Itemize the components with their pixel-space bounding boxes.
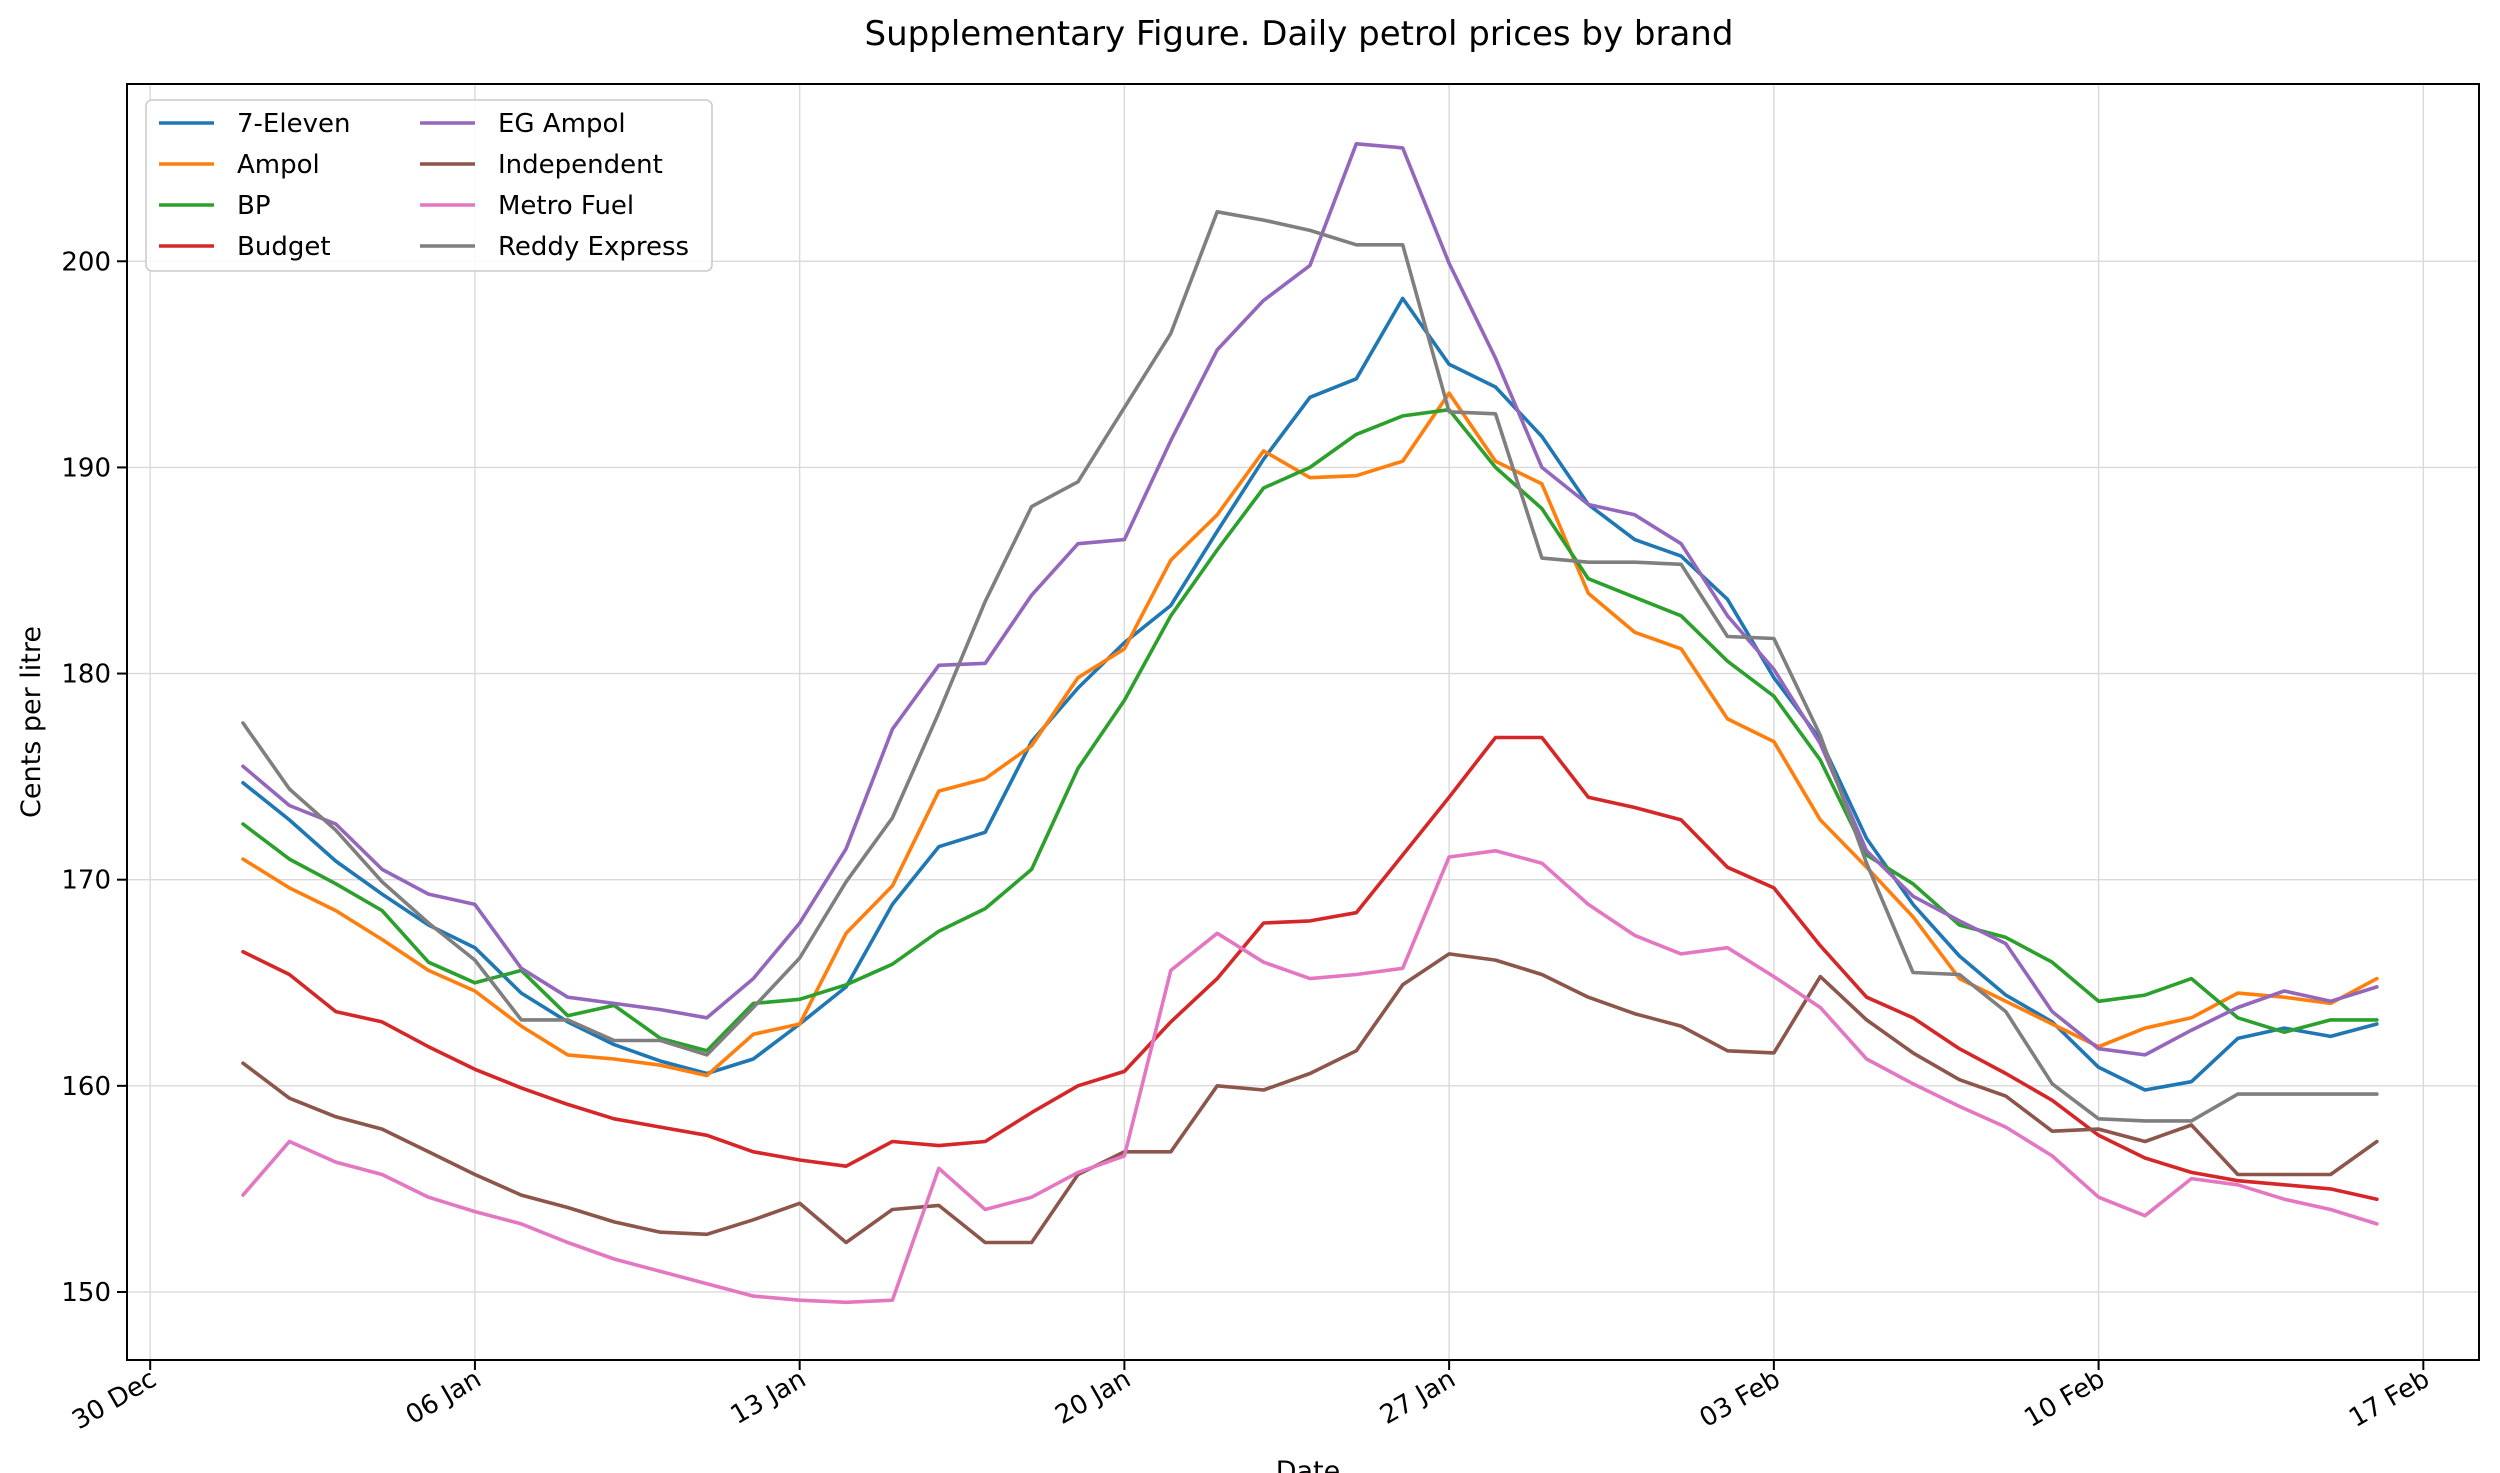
y-tick-label: 190 [61, 453, 111, 483]
y-axis: 150 160 170 180 190 200 [61, 247, 127, 1308]
series-group [241, 142, 2379, 1305]
series-line-reddy-express [241, 210, 2379, 1123]
series-line-budget [241, 735, 2379, 1201]
y-tick-label: 180 [61, 660, 111, 690]
series-line-independent [241, 952, 2379, 1245]
legend-label: BP [237, 191, 271, 221]
y-axis-label: Cents per litre [16, 626, 47, 818]
legend-label: Metro Fuel [498, 191, 634, 221]
series-line-ampol [241, 391, 2379, 1078]
legend-label: Budget [237, 232, 331, 262]
series-line-eg-ampol [241, 142, 2379, 1057]
series-line-bp [241, 407, 2379, 1053]
legend-box [145, 99, 713, 272]
y-tick-label: 160 [61, 1072, 111, 1102]
legend-label: Reddy Express [498, 232, 689, 262]
x-axis-label: Date [1276, 1456, 1341, 1473]
y-tick-label: 200 [61, 247, 111, 277]
y-tick-label: 150 [61, 1278, 111, 1308]
plot-frame [126, 83, 2480, 1361]
legend-label: Independent [498, 150, 663, 180]
legend-label: 7-Eleven [237, 109, 350, 139]
gridlines [127, 84, 2479, 1360]
series-line-metro-fuel [241, 848, 2379, 1305]
y-tick-label: 170 [61, 866, 111, 896]
legend-label: EG Ampol [498, 109, 626, 139]
chart-title: Supplementary Figure. Daily petrol price… [865, 14, 1734, 54]
series-line-7-eleven [241, 296, 2379, 1092]
legend-label: Ampol [237, 150, 320, 180]
legend: 7-Eleven Ampol BP Budget EG Ampol Independent… [145, 99, 713, 272]
